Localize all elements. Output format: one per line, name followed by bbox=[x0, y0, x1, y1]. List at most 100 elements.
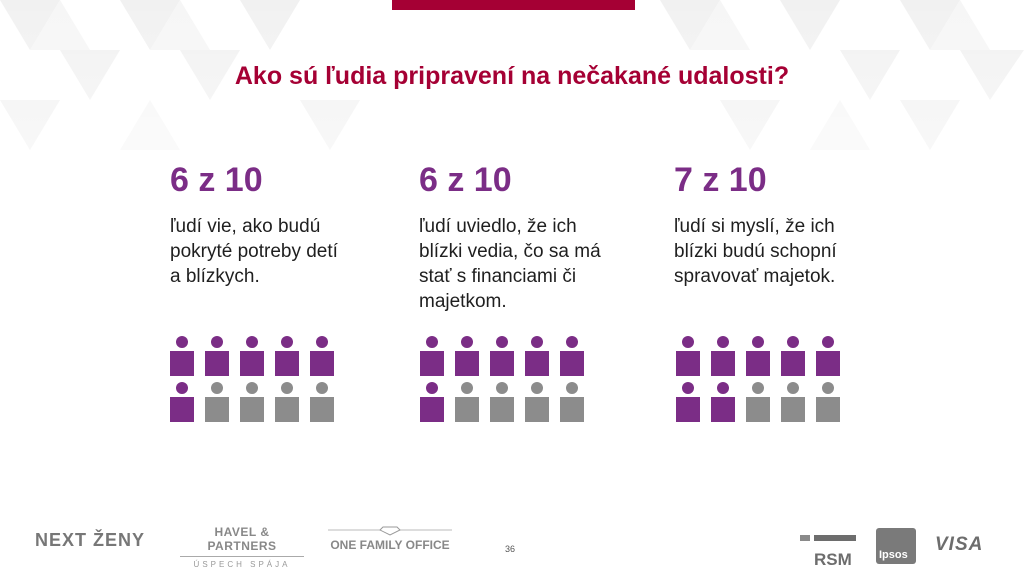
person-head bbox=[316, 382, 328, 394]
person-head bbox=[822, 336, 834, 348]
person-head bbox=[822, 382, 834, 394]
stat-value: 6 z 10 bbox=[170, 161, 263, 199]
person-body bbox=[205, 351, 229, 376]
logo-ipsos: Ipsos bbox=[876, 528, 916, 564]
stat-column-2: 6 z 10 ľudí uviedlo, že ich blízki vedia… bbox=[419, 160, 639, 314]
person-body bbox=[816, 397, 840, 422]
person-head bbox=[752, 382, 764, 394]
stat-description: ľudí si myslí, že ich blízki budú schopn… bbox=[674, 216, 837, 287]
person-icon-highlighted bbox=[170, 382, 194, 422]
person-icon-highlighted bbox=[525, 336, 549, 376]
person-head bbox=[787, 382, 799, 394]
person-body bbox=[240, 351, 264, 376]
person-body bbox=[490, 397, 514, 422]
person-body bbox=[490, 351, 514, 376]
footer: NEXT ŽENY HAVEL & PARTNERS ÚSPECH SPÁJA … bbox=[0, 520, 1024, 575]
person-body bbox=[781, 351, 805, 376]
person-icon bbox=[525, 382, 549, 422]
person-head bbox=[211, 336, 223, 348]
person-body bbox=[525, 351, 549, 376]
logo-havel-main: HAVEL & PARTNERS bbox=[207, 525, 277, 553]
person-head bbox=[787, 336, 799, 348]
person-icon bbox=[781, 382, 805, 422]
person-icon-highlighted bbox=[170, 336, 194, 376]
person-body bbox=[275, 351, 299, 376]
person-icon-highlighted bbox=[676, 382, 700, 422]
person-icon-highlighted bbox=[816, 336, 840, 376]
person-body bbox=[711, 397, 735, 422]
person-head bbox=[496, 336, 508, 348]
person-body bbox=[746, 351, 770, 376]
person-icon-highlighted bbox=[420, 336, 444, 376]
person-head bbox=[461, 336, 473, 348]
person-icon-highlighted bbox=[275, 336, 299, 376]
person-head bbox=[496, 382, 508, 394]
person-icon-highlighted bbox=[781, 336, 805, 376]
person-body bbox=[420, 351, 444, 376]
person-body bbox=[525, 397, 549, 422]
person-body bbox=[275, 397, 299, 422]
person-head bbox=[246, 336, 258, 348]
logo-rsm: RSM bbox=[800, 530, 860, 570]
person-head bbox=[246, 382, 258, 394]
logo-one-family-office: ONE FAMILY OFFICE bbox=[328, 524, 452, 552]
stat-column-3: 7 z 10 ľudí si myslí, že ich blízki budú… bbox=[674, 160, 894, 289]
person-icon-highlighted bbox=[711, 336, 735, 376]
person-body bbox=[816, 351, 840, 376]
person-body bbox=[560, 397, 584, 422]
person-icon-highlighted bbox=[676, 336, 700, 376]
person-head bbox=[682, 336, 694, 348]
person-head bbox=[281, 336, 293, 348]
logo-divider bbox=[180, 556, 304, 557]
person-head bbox=[426, 336, 438, 348]
person-body bbox=[240, 397, 264, 422]
person-body bbox=[711, 351, 735, 376]
person-icon-highlighted bbox=[746, 336, 770, 376]
people-grid-3 bbox=[676, 336, 840, 422]
person-icon-highlighted bbox=[240, 336, 264, 376]
person-head bbox=[211, 382, 223, 394]
person-icon-highlighted bbox=[420, 382, 444, 422]
person-body bbox=[170, 351, 194, 376]
stat-description: ľudí uviedlo, že ich blízki vedia, čo sa… bbox=[419, 216, 601, 312]
person-head bbox=[531, 382, 543, 394]
person-head bbox=[461, 382, 473, 394]
stat-value: 6 z 10 bbox=[419, 161, 512, 199]
page-number: 36 bbox=[505, 544, 516, 554]
stat-value: 7 z 10 bbox=[674, 161, 767, 199]
logo-ipsos-text: Ipsos bbox=[879, 549, 908, 561]
person-icon-highlighted bbox=[455, 336, 479, 376]
person-body bbox=[676, 351, 700, 376]
person-body bbox=[310, 351, 334, 376]
person-icon bbox=[490, 382, 514, 422]
person-icon-highlighted bbox=[490, 336, 514, 376]
person-body bbox=[676, 397, 700, 422]
person-head bbox=[281, 382, 293, 394]
person-icon bbox=[455, 382, 479, 422]
person-head bbox=[752, 336, 764, 348]
person-head bbox=[682, 382, 694, 394]
people-grid-1 bbox=[170, 336, 334, 422]
person-icon-highlighted bbox=[560, 336, 584, 376]
person-head bbox=[566, 382, 578, 394]
person-head bbox=[566, 336, 578, 348]
logo-next-zeny: NEXT ŽENY bbox=[35, 530, 146, 550]
person-body bbox=[455, 397, 479, 422]
person-icon bbox=[560, 382, 584, 422]
stat-column-1: 6 z 10 ľudí vie, ako budú pokryté potreb… bbox=[170, 160, 390, 289]
person-head bbox=[316, 336, 328, 348]
person-icon bbox=[310, 382, 334, 422]
person-icon bbox=[746, 382, 770, 422]
person-icon bbox=[275, 382, 299, 422]
stat-description: ľudí vie, ako budú pokryté potreby detí … bbox=[170, 216, 338, 287]
rsm-bars-icon bbox=[800, 535, 856, 541]
logo-one-family-office-text: ONE FAMILY OFFICE bbox=[330, 538, 450, 552]
person-body bbox=[310, 397, 334, 422]
logo-havel-sub: ÚSPECH SPÁJA bbox=[193, 560, 291, 569]
person-body bbox=[746, 397, 770, 422]
diamond-icon bbox=[328, 526, 452, 536]
logo-havel-partners: HAVEL & PARTNERS ÚSPECH SPÁJA bbox=[180, 525, 304, 569]
person-head bbox=[717, 336, 729, 348]
slide-title: Ako sú ľudia pripravení na nečakané udal… bbox=[234, 62, 790, 90]
person-head bbox=[426, 382, 438, 394]
